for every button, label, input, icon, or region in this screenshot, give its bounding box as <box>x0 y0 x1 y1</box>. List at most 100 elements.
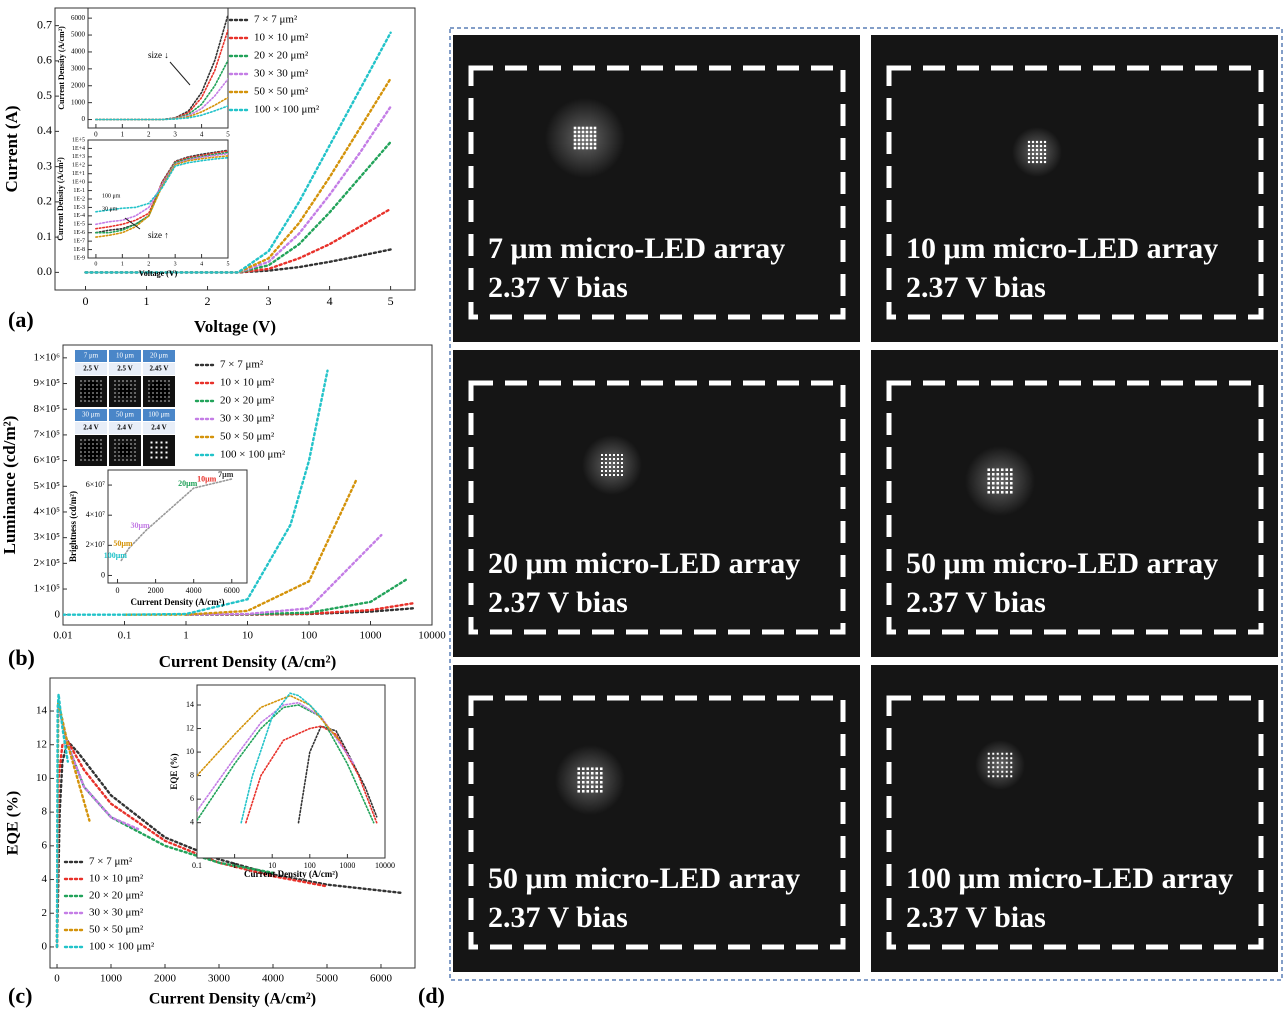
y-tick-label: 0.0 <box>37 264 52 278</box>
photo-title: 50 μm micro-LED array <box>906 547 1218 580</box>
y-tick-label: 6000 <box>71 14 86 22</box>
led-dot <box>991 481 995 485</box>
thumb-voltage: 2.5 V <box>83 365 98 373</box>
y-tick-label: 5000 <box>71 31 86 39</box>
y-tick-label: 1E-7 <box>73 239 85 245</box>
thumb-voltage-cell <box>143 363 175 375</box>
led-dot <box>1027 160 1031 164</box>
led-dot <box>585 142 589 146</box>
led-dot <box>84 400 86 402</box>
y-tick-label: 1E+3 <box>72 154 85 160</box>
led-dot <box>118 455 120 457</box>
y-tick-label: 6 <box>42 839 48 851</box>
glow <box>965 446 1035 516</box>
led-dot <box>1043 152 1047 156</box>
y-tick-label: 0.6 <box>37 53 52 67</box>
legend-label: 20 × 20 μm² <box>254 50 309 62</box>
led-dot <box>126 384 128 386</box>
led-dot <box>617 458 619 460</box>
panel-label: (d) <box>418 983 445 1008</box>
led-dot <box>122 455 124 457</box>
led-dot <box>987 472 991 476</box>
led-dot <box>96 447 98 449</box>
led-dot <box>605 458 607 460</box>
y-tick-label: 0 <box>82 115 86 123</box>
led-dot <box>1005 761 1008 764</box>
led-dot <box>1005 752 1008 755</box>
photo <box>453 35 860 342</box>
led-dot <box>92 380 94 382</box>
led-dot <box>589 146 593 150</box>
x-tick-label: 2000 <box>148 586 164 595</box>
led-dot <box>595 780 599 784</box>
x-tick-label: 1000 <box>339 861 355 870</box>
photo-title: 7 μm micro-LED array <box>488 232 785 265</box>
led-dot <box>577 126 581 130</box>
led-dot <box>617 474 619 476</box>
led-dot <box>1039 140 1043 144</box>
led-dot <box>1005 775 1008 778</box>
led-dot <box>114 388 116 390</box>
led-dot <box>126 459 128 461</box>
led-dot <box>581 126 585 130</box>
x-axis-title: Current Density (A/cm²) <box>159 652 337 671</box>
led-dot <box>609 466 611 468</box>
x-tick-label: 10000 <box>418 630 446 642</box>
photo-title: 10 μm micro-LED array <box>906 232 1218 265</box>
led-dot <box>168 392 170 394</box>
led-dot <box>118 392 120 394</box>
y-tick-label: 4 <box>190 818 194 827</box>
x-tick-label: 2 <box>147 131 151 139</box>
thumb-header <box>75 409 107 421</box>
x-tick-label: 4000 <box>262 973 285 985</box>
photo <box>453 350 860 657</box>
led-dot <box>80 400 82 402</box>
led-dot <box>581 776 585 780</box>
led-dot <box>100 388 102 390</box>
led-dot <box>134 388 136 390</box>
led-dot <box>100 443 102 445</box>
led-dot <box>613 470 615 472</box>
series-line <box>297 725 378 824</box>
led-dot <box>599 785 603 789</box>
led-dot <box>1031 140 1035 144</box>
led-dot <box>118 447 120 449</box>
y-tick-label: 1E+4 <box>72 146 85 152</box>
led-dot <box>1005 472 1009 476</box>
led-dot <box>88 459 90 461</box>
led-dot <box>613 458 615 460</box>
led-dot <box>1039 144 1043 148</box>
led-dot <box>1009 481 1013 485</box>
led-dot <box>96 380 98 382</box>
led-dot <box>589 142 593 146</box>
led-dot <box>573 130 577 134</box>
roi-box <box>886 380 1264 635</box>
y-tick-label: 2000 <box>71 81 86 89</box>
led-dot <box>160 446 163 449</box>
plot-area <box>197 692 378 824</box>
led-dot <box>621 458 623 460</box>
led-dot <box>84 443 86 445</box>
series-line <box>197 704 375 824</box>
x-tick-label: 0 <box>94 131 98 139</box>
thumb-spot <box>118 384 132 398</box>
x-tick-label: 2000 <box>154 973 177 985</box>
y-axis-title: EQE (%) <box>5 791 22 855</box>
led-dot <box>164 384 166 386</box>
led-dot <box>100 380 102 382</box>
y-tick-label: 1E-8 <box>73 247 85 253</box>
led-dot <box>996 481 1000 485</box>
annotation: 30 μm <box>102 206 118 212</box>
led-dot <box>577 134 581 138</box>
x-tick-label: 1 <box>144 294 150 308</box>
y-tick-label: 6 <box>190 794 194 803</box>
led-dot <box>150 441 153 444</box>
series-line <box>95 152 228 226</box>
y-tick-label: 0.1 <box>37 229 52 243</box>
led-dot <box>165 446 168 449</box>
legend-label: 10 × 10 μm² <box>220 377 275 389</box>
led-dot <box>589 134 593 138</box>
led-dot <box>617 470 619 472</box>
led-dot <box>601 466 603 468</box>
led-dot <box>589 138 593 142</box>
